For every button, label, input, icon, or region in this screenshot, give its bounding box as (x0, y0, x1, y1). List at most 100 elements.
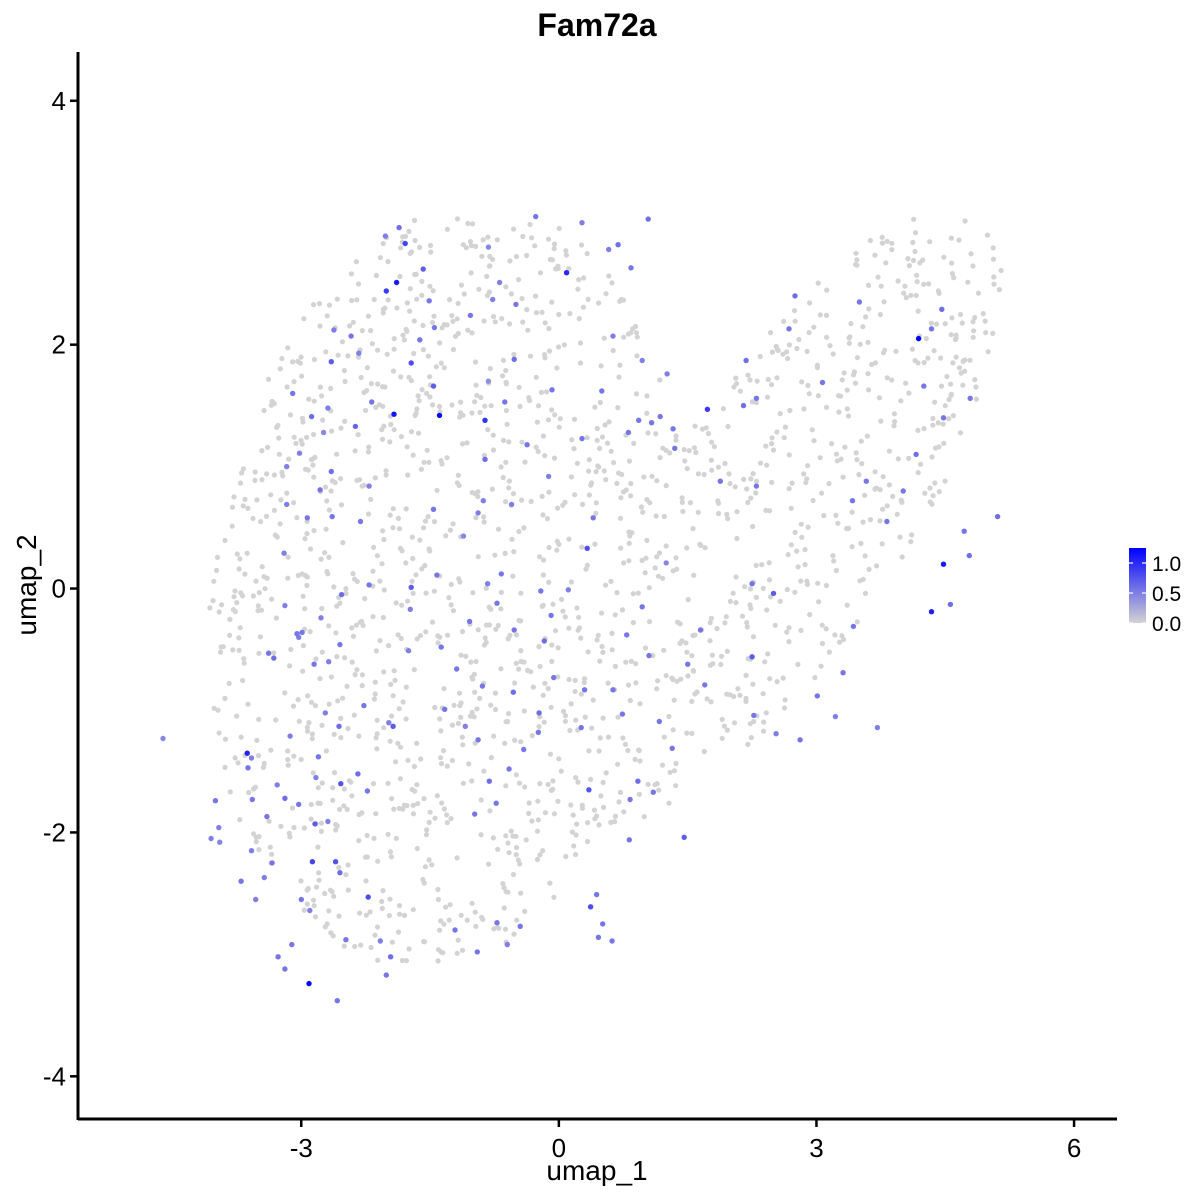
cell-point (505, 719, 511, 725)
cell-point (946, 416, 952, 422)
cell-point (866, 387, 872, 393)
cell-point (802, 547, 808, 553)
cell-point (426, 819, 432, 826)
cell-point (922, 490, 928, 496)
data-point (615, 242, 621, 248)
cell-point (643, 555, 649, 561)
data-point (311, 661, 317, 667)
cell-point (434, 793, 440, 799)
data-point (318, 615, 324, 621)
data-point (947, 601, 954, 608)
cell-point (350, 633, 357, 639)
cell-point (254, 737, 260, 744)
cell-point (556, 344, 562, 350)
cell-point (380, 614, 386, 621)
cell-point (659, 762, 666, 768)
cell-point (818, 663, 824, 669)
cell-point (527, 398, 533, 404)
cell-point (403, 958, 409, 964)
cell-point (540, 433, 547, 439)
cell-point (470, 676, 476, 682)
cell-point (886, 482, 893, 488)
cell-point (473, 382, 479, 388)
cell-point (889, 247, 895, 253)
cell-point (563, 248, 569, 254)
cell-point (578, 635, 584, 641)
cell-point (715, 464, 722, 470)
cell-point (325, 571, 331, 577)
cell-point (758, 460, 764, 466)
cell-point (503, 284, 509, 290)
cell-point (830, 351, 836, 357)
cell-point (774, 375, 780, 381)
cell-point (397, 273, 403, 280)
cell-point (518, 648, 524, 654)
cell-point (374, 553, 380, 559)
cell-point (261, 407, 267, 414)
cell-point (513, 253, 520, 260)
cell-point (585, 649, 591, 655)
cell-point (568, 802, 574, 808)
data-point (913, 451, 919, 458)
cell-point (299, 415, 306, 421)
cell-point (517, 861, 523, 867)
cell-point (991, 274, 997, 280)
cell-point (266, 818, 272, 824)
cell-point (819, 490, 825, 496)
cell-point (506, 485, 512, 491)
cell-point (408, 429, 415, 435)
cell-point (826, 481, 832, 487)
cell-point (495, 622, 501, 629)
cell-point (409, 534, 415, 540)
cell-point (271, 472, 277, 478)
cell-point (769, 435, 775, 441)
cell-point (616, 799, 622, 805)
cell-point (626, 529, 632, 535)
cell-point (528, 669, 534, 675)
data-point (770, 590, 777, 597)
data-point (287, 733, 293, 739)
cell-point (352, 943, 358, 950)
cell-point (345, 725, 351, 732)
cell-point (375, 858, 381, 864)
cell-point (661, 734, 667, 740)
cell-point (567, 311, 573, 317)
cell-point (603, 291, 609, 297)
cell-point (420, 322, 426, 329)
data-point (343, 937, 349, 943)
data-point (884, 518, 890, 525)
cell-point (982, 318, 988, 324)
cell-point (526, 810, 532, 817)
cell-point (571, 416, 578, 422)
cell-point (271, 650, 277, 656)
cell-point (574, 460, 581, 466)
cell-point (282, 690, 288, 696)
data-point (296, 450, 303, 456)
cell-point (391, 336, 397, 342)
cell-point (512, 737, 518, 743)
cell-point (410, 590, 416, 596)
cell-point (853, 450, 859, 456)
cell-point (874, 563, 880, 569)
cell-point (548, 787, 555, 794)
cell-point (541, 352, 548, 358)
cell-point (534, 828, 541, 834)
cell-point (910, 239, 916, 246)
cell-point (910, 257, 917, 264)
cell-point (438, 755, 444, 761)
cell-point (486, 263, 492, 269)
data-point (326, 659, 332, 665)
cell-point (576, 625, 583, 631)
cell-point (862, 553, 868, 559)
y-tick-label: -4 (43, 1061, 66, 1091)
cell-point (747, 586, 754, 592)
cell-point (421, 796, 427, 802)
cell-point (656, 550, 663, 556)
data-point (282, 602, 288, 609)
cell-point (990, 256, 997, 262)
data-point (282, 795, 288, 801)
data-point (396, 224, 402, 231)
data-point (590, 515, 596, 521)
cell-point (240, 677, 246, 684)
cell-point (246, 789, 252, 796)
